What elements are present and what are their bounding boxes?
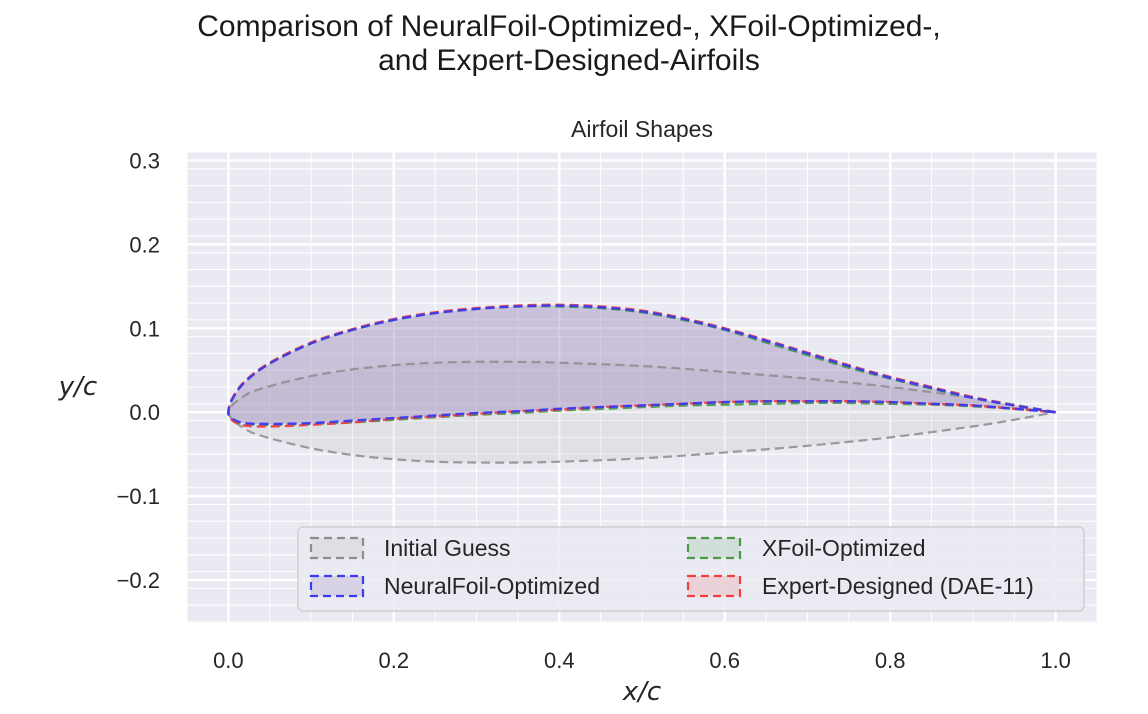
- y-tick-label: 0.2: [129, 232, 160, 257]
- figure-suptitle: Comparison of NeuralFoil-Optimized-, XFo…: [0, 10, 1138, 78]
- fill-neuralfoil-optimized: [228, 305, 1056, 424]
- x-tick-label: 0.4: [544, 648, 575, 673]
- legend-swatch-expert: [686, 574, 742, 598]
- line-neuralfoil-optimized: [227, 304, 1056, 426]
- suptitle-line-2: and Expert-Designed-Airfoils: [378, 44, 760, 77]
- y-tick-label: 0.0: [129, 400, 160, 425]
- series-lines: [227, 303, 1056, 464]
- y-tick-label: 0.3: [129, 148, 160, 173]
- axes-title: Airfoil Shapes: [571, 116, 713, 142]
- legend-swatch-initial-guess: [309, 536, 365, 560]
- fills: [228, 305, 1056, 463]
- x-axis-label: x/c: [622, 677, 661, 707]
- legend-label-expert: Expert-Designed (DAE-11): [762, 573, 1034, 599]
- legend-label-xfoil: XFoil-Optimized: [762, 535, 926, 561]
- legend-swatch-xfoil: [686, 536, 742, 560]
- y-tick-label: −0.2: [117, 568, 160, 593]
- fill-initial-guess: [228, 361, 1056, 463]
- y-tick-label: 0.1: [129, 316, 160, 341]
- legend-label-initial-guess: Initial Guess: [384, 535, 511, 561]
- y-axis-label: y/c: [58, 372, 97, 402]
- y-tick-label: −0.1: [117, 484, 160, 509]
- x-tick-label: 0.6: [709, 648, 740, 673]
- legend: Initial Guess NeuralFoil-Optimized XFoil…: [297, 526, 1085, 612]
- x-tick-label: 1.0: [1040, 648, 1071, 673]
- x-tick-label: 0.2: [379, 648, 410, 673]
- legend-frame: [297, 526, 1085, 612]
- suptitle-line-1: Comparison of NeuralFoil-Optimized-, XFo…: [197, 10, 941, 43]
- x-tick-label: 0.8: [875, 648, 906, 673]
- tick-labels: 0.0 0.2 0.4 0.6 0.8 1.0 −0.2 −0.1 0.0 0.1 0.2 0.3: [117, 148, 1071, 673]
- legend-label-neuralfoil: NeuralFoil-Optimized: [384, 573, 600, 599]
- legend-swatch-neuralfoil: [309, 574, 365, 598]
- x-tick-label: 0.0: [213, 648, 244, 673]
